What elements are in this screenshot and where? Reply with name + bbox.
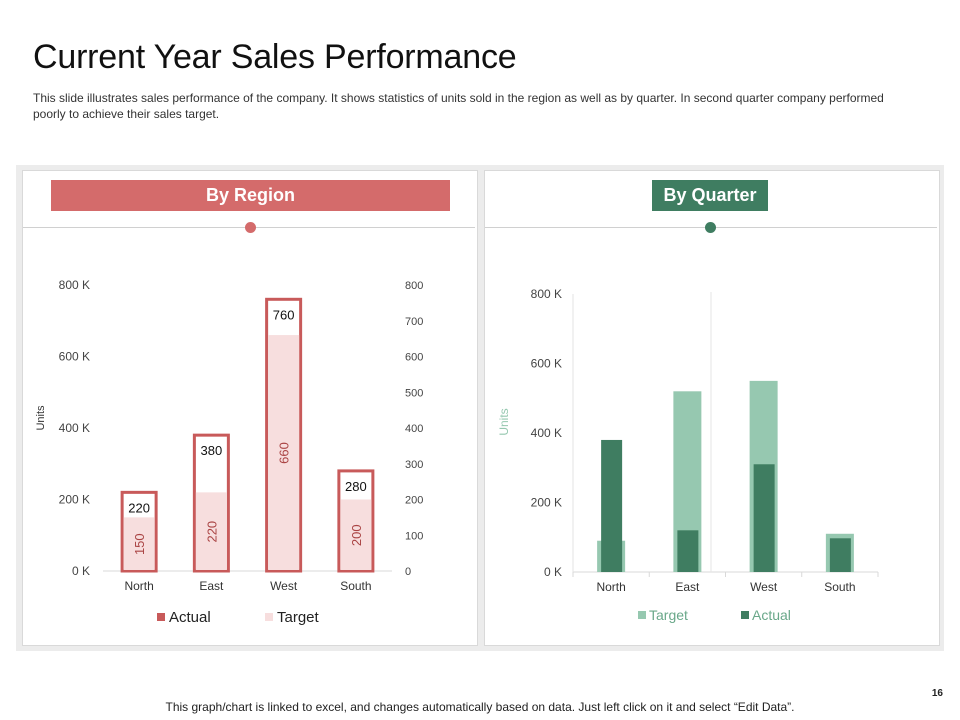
quarter-y-axis-label: Units — [497, 408, 511, 435]
region-target-bar — [340, 499, 372, 570]
footer-note: This graph/chart is linked to excel, and… — [165, 700, 795, 714]
region-actual-label: 760 — [273, 307, 295, 322]
quarter-legend-actual: Actual — [752, 607, 791, 623]
quarter-y-tick: 600 K — [531, 357, 562, 371]
region-legend-target-swatch — [265, 613, 273, 621]
quarter-legend-target: Target — [649, 607, 688, 623]
region-target-label: 220 — [204, 521, 219, 543]
region-panel[interactable] — [22, 170, 478, 646]
quarter-y-tick: 400 K — [531, 426, 562, 440]
region-y-tick: 800 K — [59, 278, 90, 292]
region-y-tick: 600 K — [59, 350, 90, 364]
region-y2-tick: 300 — [405, 459, 423, 471]
slide-title: Current Year Sales Performance — [33, 38, 517, 76]
quarter-category-label: East — [675, 580, 700, 594]
quarter-panel[interactable] — [484, 170, 940, 646]
quarter-y-tick: 800 K — [531, 287, 562, 301]
region-legend-actual: Actual — [169, 609, 211, 626]
quarter-actual-bar — [829, 538, 851, 572]
quarter-category-label: North — [596, 580, 625, 594]
region-y2-tick: 200 — [405, 495, 423, 507]
region-y2-tick: 500 — [405, 387, 423, 399]
by-region-banner: By Region — [51, 180, 450, 211]
region-target-label: 200 — [349, 524, 364, 546]
region-target-bar — [195, 492, 227, 570]
by-quarter-banner: By Quarter — [652, 180, 768, 211]
region-y2-tick: 100 — [405, 530, 423, 542]
region-actual-label: 280 — [345, 479, 367, 494]
quarter-actual-bar — [753, 464, 775, 572]
region-target-bar — [268, 335, 300, 570]
region-actual-label: 220 — [128, 500, 150, 515]
region-actual-label: 380 — [201, 443, 223, 458]
region-legend-target: Target — [277, 609, 320, 626]
quarter-y-tick: 200 K — [531, 496, 562, 510]
quarter-actual-bar — [677, 530, 699, 572]
quarter-category-label: West — [750, 580, 778, 594]
quarter-legend-target-swatch — [638, 611, 646, 619]
region-y-tick: 0 K — [72, 564, 90, 578]
region-category-label: North — [124, 579, 153, 593]
region-legend-actual-swatch — [157, 613, 165, 621]
region-y-axis-label: Units — [35, 405, 47, 431]
region-marker-dot — [245, 222, 256, 233]
region-category-label: West — [270, 579, 298, 593]
region-category-label: East — [199, 579, 224, 593]
region-category-label: South — [340, 579, 371, 593]
region-target-label: 150 — [132, 533, 147, 555]
quarter-y-tick: 0 K — [544, 565, 562, 579]
region-y2-tick: 400 — [405, 423, 423, 435]
quarter-actual-bar — [601, 439, 623, 572]
slide-description: This slide illustrates sales performance… — [33, 91, 884, 121]
region-y2-tick: 800 — [405, 280, 423, 292]
region-y2-tick: 600 — [405, 352, 423, 364]
quarter-category-label: South — [824, 580, 855, 594]
region-target-bar — [123, 517, 155, 570]
region-y-tick: 400 K — [59, 421, 90, 435]
region-y-tick: 200 K — [59, 493, 90, 507]
region-y2-tick: 0 — [405, 566, 411, 578]
region-target-label: 660 — [277, 442, 292, 464]
quarter-marker-dot — [705, 222, 716, 233]
page-number: 16 — [931, 688, 943, 699]
quarter-legend-actual-swatch — [741, 611, 749, 619]
region-y2-tick: 700 — [405, 316, 423, 328]
